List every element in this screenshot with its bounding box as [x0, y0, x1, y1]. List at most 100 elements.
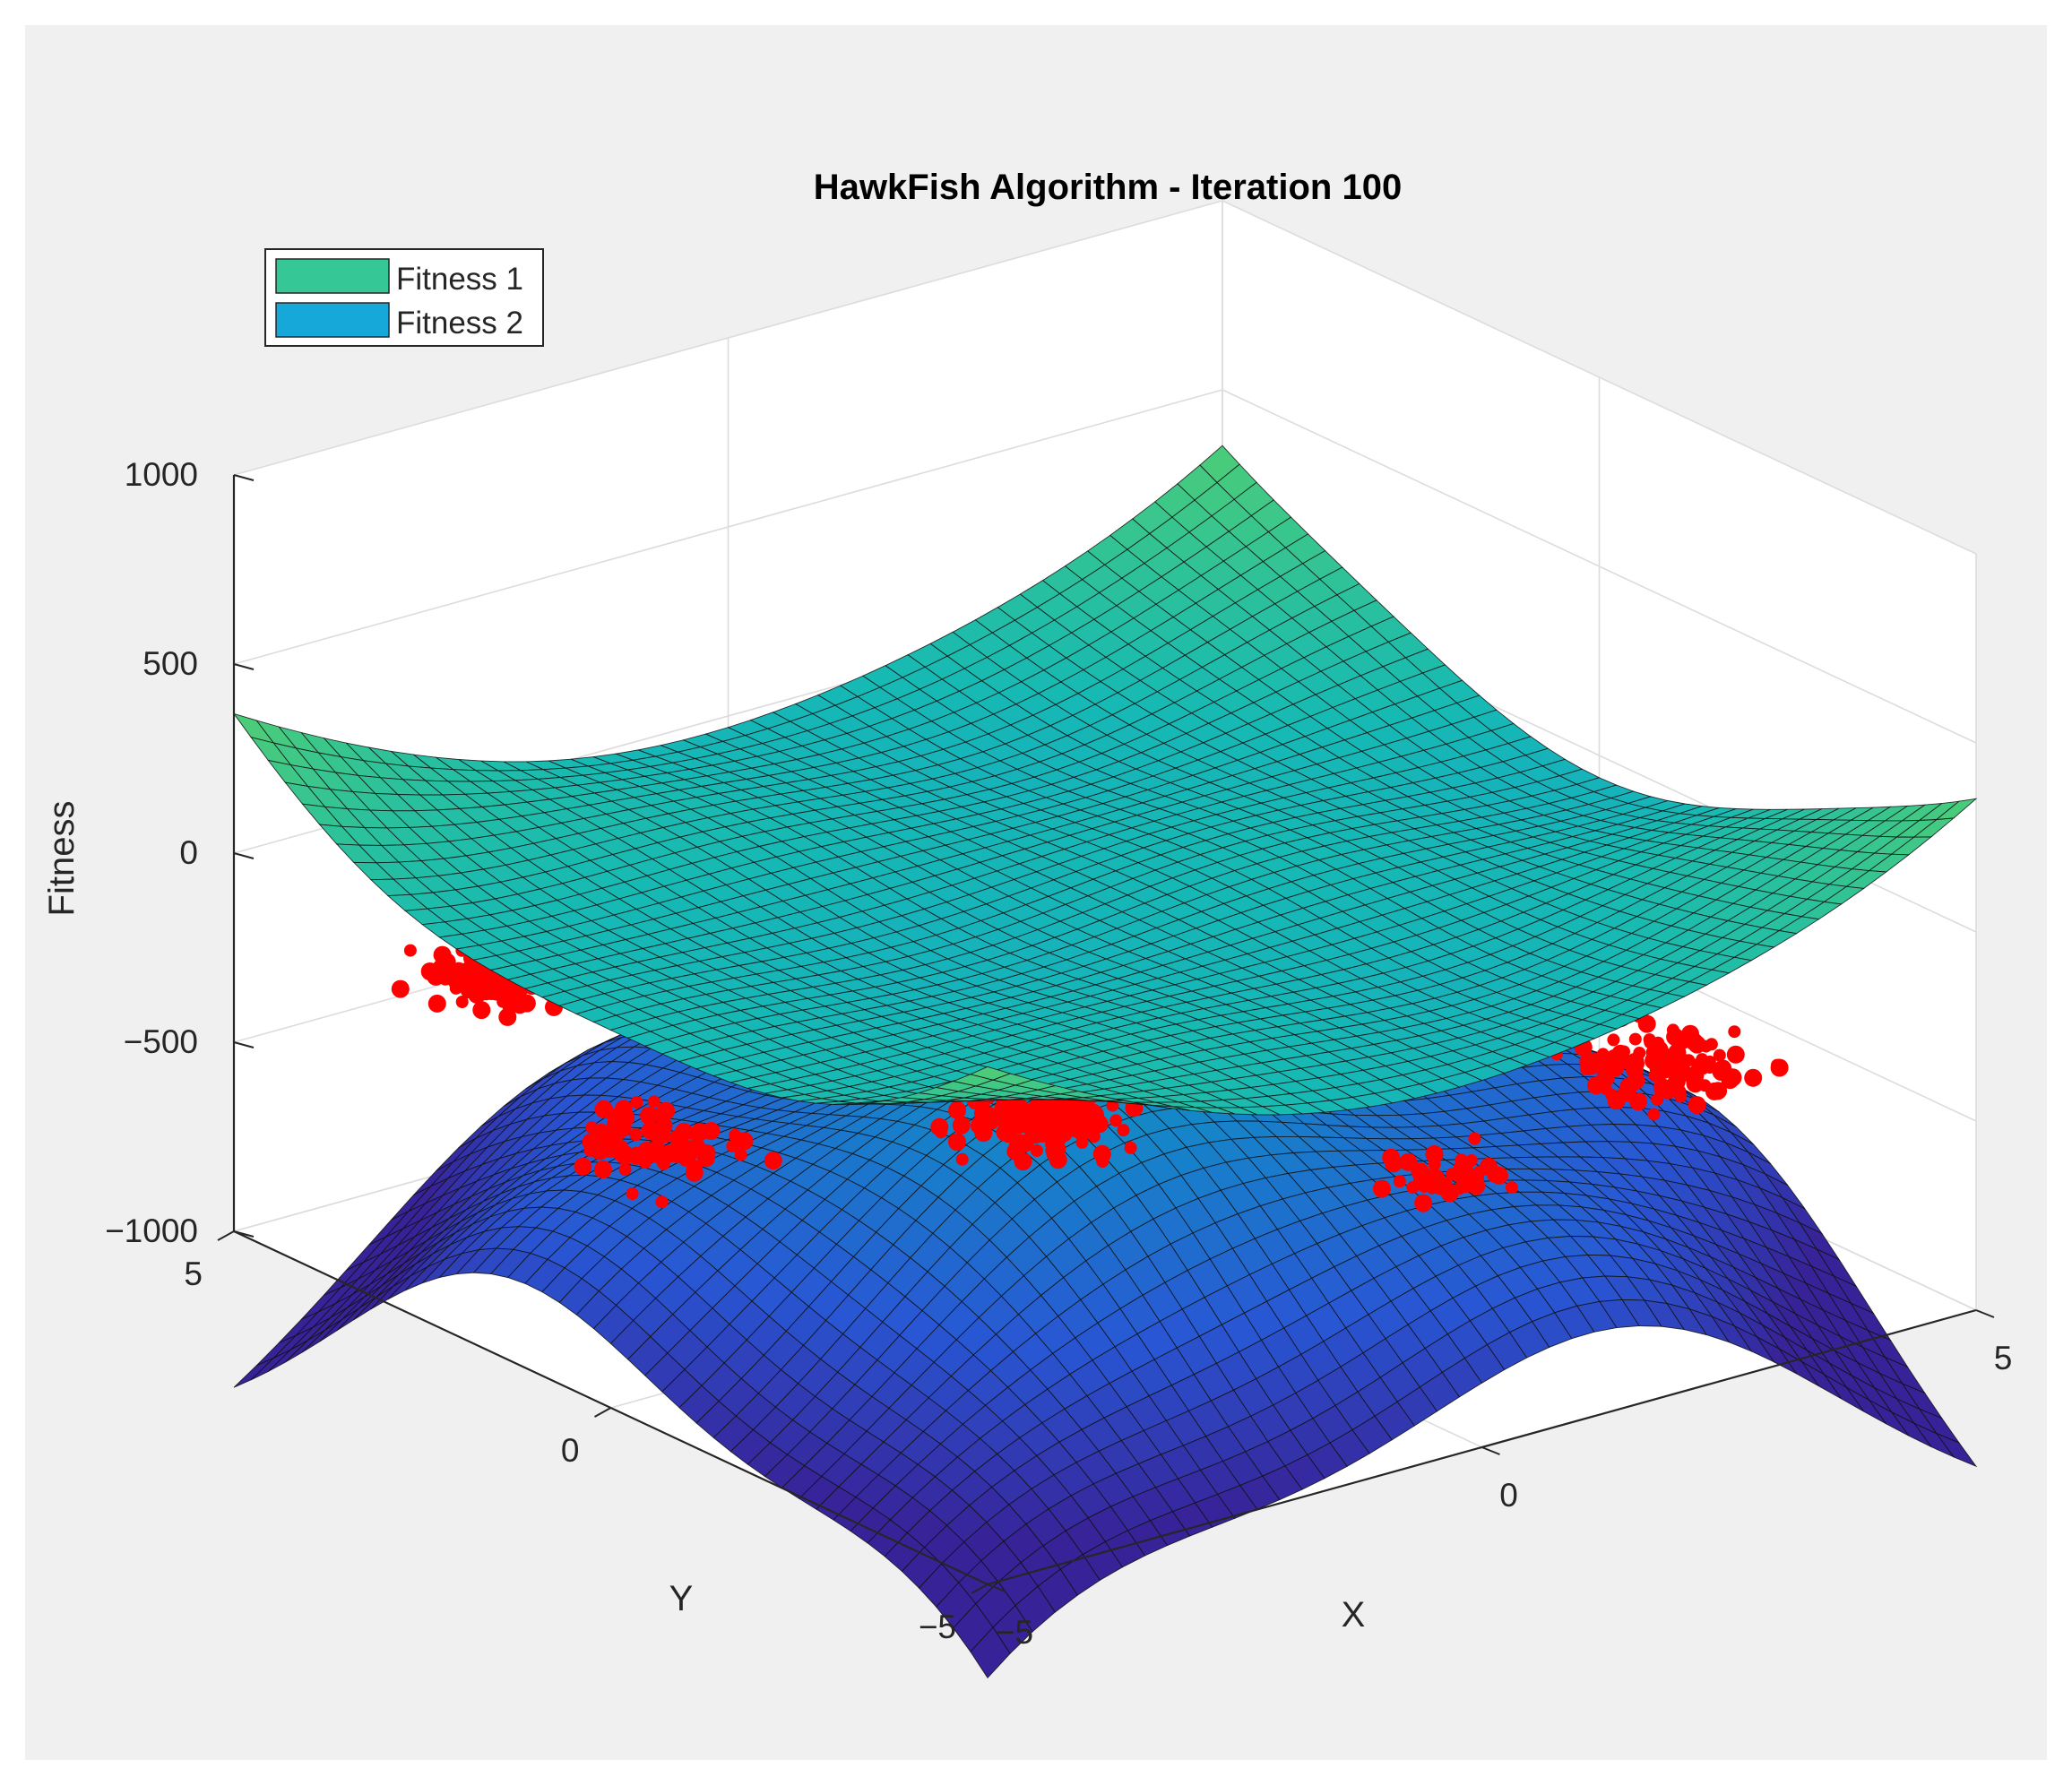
population-point [654, 1125, 668, 1138]
population-point [403, 944, 417, 957]
population-point [1637, 1014, 1656, 1033]
population-point [1086, 1105, 1100, 1118]
population-point [997, 1100, 1016, 1119]
population-point [437, 953, 456, 971]
population-point [1073, 1123, 1092, 1142]
population-point [974, 1124, 993, 1143]
z-tick-label: 500 [142, 645, 198, 682]
population-point [422, 967, 436, 980]
population-point [1703, 1055, 1716, 1068]
z-tick-label: −500 [124, 1023, 198, 1060]
legend-swatch-1 [275, 258, 390, 294]
population-point [472, 1001, 491, 1020]
population-point [1023, 1118, 1042, 1137]
population-point [669, 1128, 688, 1147]
population-point [1372, 1179, 1391, 1198]
y-tick-mark [971, 1583, 989, 1594]
y-axis-label: Y [669, 1579, 694, 1618]
population-point [1669, 1068, 1687, 1087]
population-point [630, 1096, 643, 1109]
population-point [734, 1148, 747, 1161]
population-point [935, 1126, 947, 1139]
population-point [1646, 1056, 1660, 1069]
population-point [1633, 1047, 1646, 1059]
z-axis-label: Fitness [42, 801, 82, 917]
population-point [1699, 1040, 1713, 1053]
y-tick-mark [217, 1230, 235, 1241]
population-point [764, 1152, 782, 1170]
population-point [463, 957, 481, 976]
y-tick-label: 5 [184, 1255, 203, 1292]
population-point [1593, 1061, 1607, 1074]
population-point [735, 1132, 754, 1151]
surface-patch [970, 1626, 1011, 1679]
legend-swatch-2 [275, 302, 390, 338]
x-tick-mark [987, 1583, 1006, 1592]
population-point [1744, 1068, 1763, 1087]
population-point [1655, 1060, 1674, 1079]
surface-patch [969, 1066, 1012, 1081]
population-point [427, 994, 446, 1013]
population-point [726, 1140, 739, 1153]
z-tick-mark [233, 852, 255, 859]
surface-fitness-1 [232, 444, 1978, 1116]
z-tick-mark [233, 474, 255, 481]
population-point [1685, 1032, 1704, 1051]
population-point [604, 1108, 617, 1120]
population-point [1726, 1045, 1745, 1064]
population-point [1393, 1175, 1406, 1188]
population-point [1579, 1052, 1598, 1071]
population-point [691, 1123, 710, 1141]
x-tick-mark [1975, 1309, 1995, 1318]
population-point [1124, 1141, 1137, 1154]
z-tick-label: 0 [179, 834, 198, 871]
z-tick-mark [233, 1041, 255, 1048]
population-point [1674, 1090, 1688, 1103]
x-tick-label: 0 [1499, 1477, 1518, 1514]
z-tick-mark [233, 1230, 255, 1238]
population-point [626, 1187, 639, 1201]
population-point [593, 1160, 612, 1178]
population-point [477, 982, 496, 1001]
population-point [657, 1101, 676, 1120]
population-point [1096, 1155, 1109, 1169]
population-point [574, 1157, 592, 1176]
population-point [1686, 1066, 1705, 1084]
population-point [640, 1106, 659, 1125]
population-point [1651, 1092, 1664, 1106]
population-point [1505, 1181, 1518, 1195]
population-point [1014, 1152, 1032, 1171]
population-point [1607, 1033, 1620, 1047]
population-point [618, 1163, 632, 1177]
population-point [1054, 1124, 1073, 1143]
chart-title: HawkFish Algorithm - Iteration 100 [814, 168, 1402, 207]
population-point [600, 1139, 619, 1158]
legend[interactable]: Fitness 1 Fitness 2 [264, 248, 544, 347]
population-point [1117, 1124, 1130, 1137]
population-point [1480, 1157, 1498, 1176]
population-point [1438, 1177, 1452, 1190]
population-point [1647, 1108, 1661, 1121]
population-point [1399, 1152, 1418, 1171]
population-point [629, 1128, 643, 1142]
population-point [511, 996, 529, 1014]
population-point [1728, 1025, 1741, 1039]
population-point [1090, 1115, 1109, 1134]
population-point [948, 1100, 967, 1119]
population-point [1382, 1148, 1401, 1167]
y-tick-mark [594, 1407, 611, 1418]
population-point [1087, 1130, 1101, 1143]
population-point [1414, 1194, 1433, 1212]
y-tick-label: 0 [561, 1432, 580, 1469]
population-point [1008, 1116, 1027, 1135]
population-point [455, 996, 469, 1008]
population-point [1043, 1130, 1057, 1143]
population-point [687, 1137, 706, 1156]
population-point [952, 1116, 971, 1135]
population-point [1658, 1081, 1677, 1100]
population-point [641, 1121, 660, 1140]
population-point [980, 1109, 993, 1123]
population-point [611, 1127, 624, 1140]
